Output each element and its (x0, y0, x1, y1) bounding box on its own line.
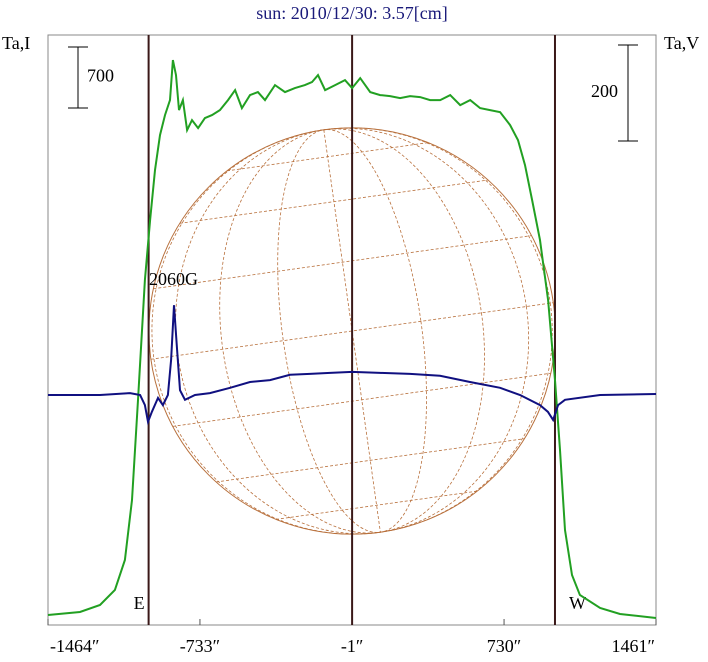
parallel (275, 490, 478, 520)
scale-bar-label: 700 (87, 66, 114, 86)
series-line (48, 305, 657, 426)
meridian (323, 129, 381, 533)
parallel (172, 372, 551, 427)
parallel (179, 179, 489, 224)
parallel (150, 302, 554, 360)
scale-bar-label: 200 (591, 81, 618, 101)
y-axis-label: Ta,I (2, 33, 30, 53)
chart-title: sun: 2010/12/30: 3.57[cm] (256, 3, 448, 23)
x-tick-label: 730″ (487, 636, 522, 656)
globe-grid (150, 127, 554, 535)
y2-axis-label: Ta,V (664, 33, 699, 53)
limb-label: E (134, 593, 145, 613)
annotation: 2060G (149, 269, 198, 289)
x-tick-label: 1461″ (612, 636, 656, 656)
parallel (153, 235, 532, 290)
series-line (47, 59, 657, 619)
x-tick-label: -1″ (341, 636, 364, 656)
limb-label: W (569, 593, 586, 613)
x-tick-label: -733″ (180, 636, 221, 656)
x-tick-label: -1464″ (50, 636, 100, 656)
parallel (216, 438, 525, 483)
parallel (226, 142, 429, 172)
